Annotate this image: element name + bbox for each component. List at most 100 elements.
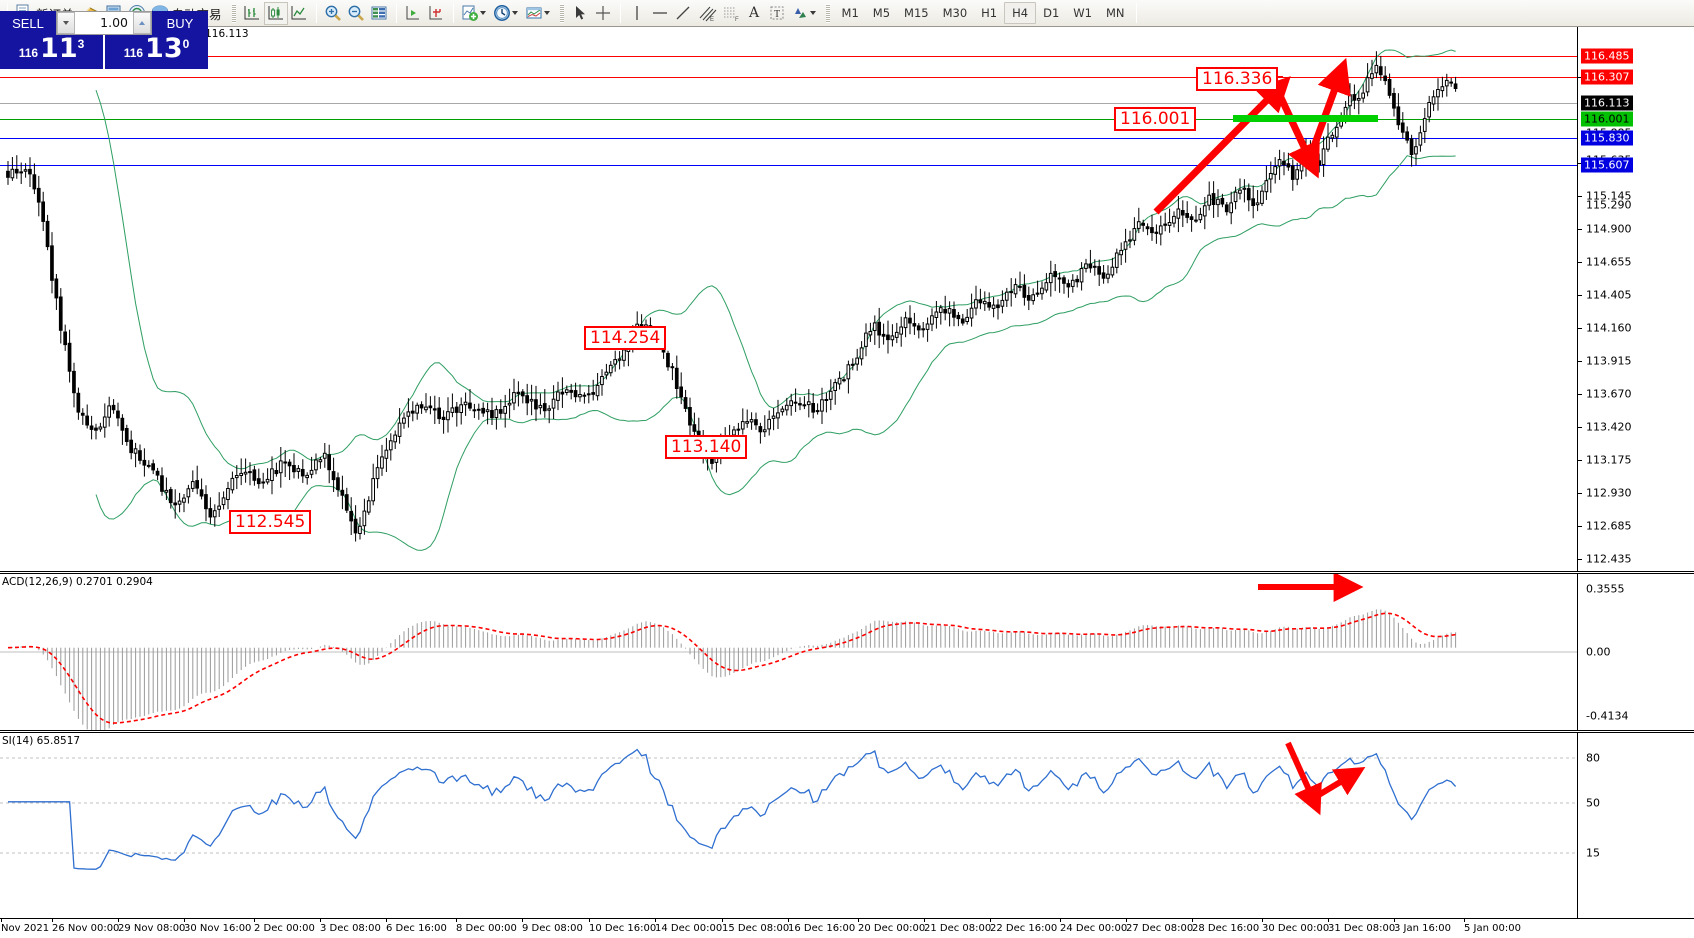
buy-button[interactable]: BUY bbox=[152, 11, 208, 35]
crosshair-icon[interactable] bbox=[592, 2, 615, 25]
sell-price-point: 3 bbox=[77, 37, 85, 51]
horizontal-line-icon[interactable] bbox=[649, 2, 672, 25]
timeframe-m15[interactable]: M15 bbox=[904, 6, 929, 20]
time-axis-tick bbox=[184, 919, 185, 922]
macd-pane[interactable]: ACD(12,26,9) 0.2701 0.2904 0.3555 0.00 -0.… bbox=[0, 574, 1694, 730]
toolbar-divider bbox=[315, 3, 317, 23]
chevron-down-icon[interactable] bbox=[511, 11, 518, 15]
price-tick bbox=[1578, 559, 1582, 560]
price-tick bbox=[1578, 196, 1582, 197]
level-line-lower bbox=[0, 165, 1578, 166]
buy-price-prefix: 116 bbox=[123, 46, 144, 60]
time-axis-label: 28 Dec 16:00 bbox=[1192, 923, 1260, 934]
trendline-icon[interactable] bbox=[672, 2, 695, 25]
resistance-line-lower bbox=[0, 77, 1578, 78]
time-axis-tick bbox=[1060, 919, 1061, 922]
vertical-line-icon[interactable] bbox=[626, 2, 649, 25]
price-tick-label: 114.900 bbox=[1586, 222, 1632, 236]
macd-plot-svg bbox=[0, 609, 1578, 730]
zoom-in-icon[interactable] bbox=[322, 2, 345, 25]
sell-price-display[interactable]: 116 11 3 bbox=[0, 35, 103, 69]
bar-chart-icon[interactable] bbox=[241, 2, 264, 25]
timeframe-m5[interactable]: M5 bbox=[872, 6, 891, 20]
volume-input[interactable]: 1.00 bbox=[100, 15, 128, 30]
volume-increment-button[interactable] bbox=[133, 12, 151, 34]
annotation-swing-112545: 112.545 bbox=[229, 510, 312, 534]
sell-button[interactable]: SELL bbox=[0, 11, 56, 35]
timeframe-h4[interactable]: H4 bbox=[1004, 2, 1037, 24]
time-axis-label: 10 Dec 16:00 bbox=[589, 923, 657, 934]
volume-decrement-button[interactable] bbox=[57, 12, 75, 34]
period-separator-icon[interactable] bbox=[491, 2, 523, 25]
price-tag-blue: 115.830 bbox=[1581, 130, 1633, 146]
chevron-down-icon bbox=[63, 21, 69, 25]
timeframe-m30[interactable]: M30 bbox=[942, 6, 968, 20]
sell-price-prefix: 116 bbox=[18, 46, 39, 60]
time-axis-label: 27 Dec 08:00 bbox=[1126, 923, 1194, 934]
data-grid-icon[interactable] bbox=[368, 2, 391, 25]
price-tick bbox=[1578, 460, 1582, 461]
time-axis-tick bbox=[456, 919, 457, 922]
time-axis-tick bbox=[320, 919, 321, 922]
time-axis-tick bbox=[589, 919, 590, 922]
rsi-pane[interactable]: SI(14) 65.8517 80 50 15 bbox=[0, 733, 1694, 918]
price-tick bbox=[1578, 427, 1582, 428]
time-axis-tick bbox=[858, 919, 859, 922]
cursor-icon[interactable] bbox=[569, 2, 592, 25]
toolbar-divider bbox=[1136, 3, 1138, 23]
time-axis[interactable]: Nov 2021 26 Nov 00:00 29 Nov 08:00 30 Nov 1… bbox=[0, 918, 1694, 938]
annotation-swing-116336: 116.336 bbox=[1196, 67, 1279, 91]
timeframe-w1[interactable]: W1 bbox=[1073, 6, 1092, 20]
volume-stepper[interactable]: 1.00 bbox=[56, 11, 152, 35]
zoom-out-icon[interactable] bbox=[345, 2, 368, 25]
annotation-swing-116001: 116.001 bbox=[1114, 107, 1197, 131]
chevron-down-icon[interactable] bbox=[809, 11, 816, 15]
drawn-analysis-overlay bbox=[1153, 57, 1378, 215]
toolbar-grip[interactable] bbox=[559, 3, 564, 23]
line-chart-icon[interactable] bbox=[288, 2, 311, 25]
timeframe-mn[interactable]: MN bbox=[1105, 6, 1125, 20]
one-click-trading-panel[interactable]: SELL 1.00 BUY 116 11 3 116 13 0 bbox=[0, 11, 208, 69]
templates-icon[interactable] bbox=[523, 2, 555, 25]
price-tick-label: 114.655 bbox=[1586, 255, 1632, 269]
equidistant-channel-icon[interactable]: E bbox=[695, 2, 719, 25]
toolbar-divider bbox=[452, 3, 454, 23]
price-pane[interactable]: USDJPY-,H4 116.148 116.160 116.070 116.1… bbox=[0, 27, 1694, 571]
rsi-axis-line bbox=[1577, 733, 1578, 918]
price-tick bbox=[1578, 394, 1582, 395]
buy-price-display[interactable]: 116 13 0 bbox=[103, 35, 208, 69]
time-axis-tick bbox=[1328, 919, 1329, 922]
fibonacci-icon[interactable]: F bbox=[719, 2, 743, 25]
time-axis-tick bbox=[1126, 919, 1127, 922]
time-axis-label: 24 Dec 00:00 bbox=[1060, 923, 1128, 934]
macd-axis-line bbox=[1577, 574, 1578, 730]
toolbar-grip[interactable] bbox=[825, 3, 830, 23]
sell-price-big: 11 bbox=[40, 33, 78, 64]
chevron-down-icon[interactable] bbox=[479, 11, 486, 15]
annotation-swing-114254: 114.254 bbox=[584, 326, 667, 350]
buy-price-point: 0 bbox=[182, 37, 190, 51]
time-axis-tick bbox=[1192, 919, 1193, 922]
timeframe-h1[interactable]: H1 bbox=[981, 6, 998, 20]
pane-separator-rsi[interactable] bbox=[0, 730, 1694, 733]
level-line-upper bbox=[0, 138, 1578, 139]
time-axis-tick bbox=[1464, 919, 1465, 922]
chart-stage[interactable]: USDJPY-,H4 116.148 116.160 116.070 116.1… bbox=[0, 27, 1694, 938]
price-axis-line bbox=[1577, 27, 1578, 571]
arrows-icon[interactable] bbox=[789, 2, 821, 25]
label-tool-icon[interactable]: T bbox=[766, 2, 789, 25]
text-tool-icon[interactable]: A bbox=[743, 2, 766, 25]
timeframe-d1[interactable]: D1 bbox=[1043, 6, 1060, 20]
add-indicator-icon[interactable] bbox=[459, 2, 491, 25]
candlestick-chart-icon[interactable] bbox=[263, 1, 288, 25]
chevron-down-icon[interactable] bbox=[543, 11, 550, 15]
timeframe-m1[interactable]: M1 bbox=[841, 6, 859, 20]
time-axis-tick bbox=[722, 919, 723, 922]
autoscroll-icon[interactable] bbox=[402, 2, 425, 25]
chart-shift-icon[interactable] bbox=[425, 2, 448, 25]
price-tick bbox=[1578, 526, 1582, 527]
pane-separator-macd[interactable] bbox=[0, 571, 1694, 574]
time-axis-tick bbox=[924, 919, 925, 922]
toolbar-grip[interactable] bbox=[231, 3, 236, 23]
time-axis-label: 30 Dec 00:00 bbox=[1262, 923, 1330, 934]
